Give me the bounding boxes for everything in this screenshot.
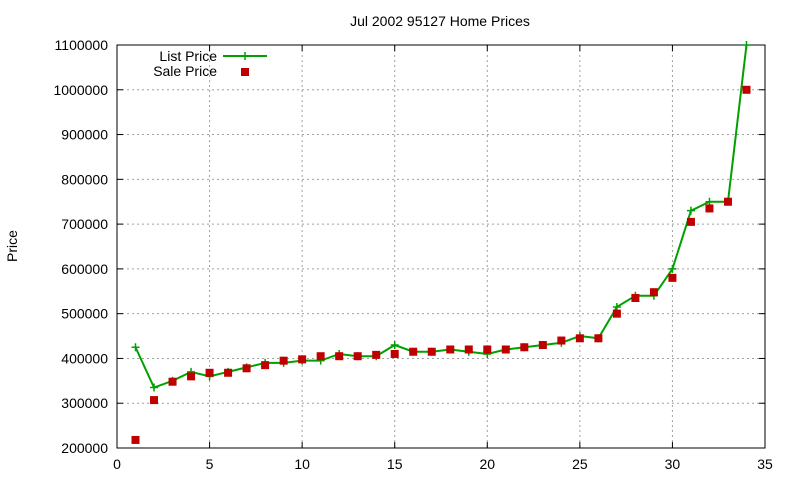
data-point [224,368,233,377]
data-point [390,349,399,358]
series-line [134,44,748,389]
data-point [335,352,344,361]
data-point [594,334,603,343]
data-point [668,273,677,282]
data-point [723,197,732,206]
grid [117,45,765,448]
y-tick-label: 900000 [61,127,108,143]
data-point [538,341,547,350]
y-tick-label: 200000 [61,440,108,456]
data-point [501,345,510,354]
plot-frame [116,44,766,449]
data-point [575,334,584,343]
y-tick-label: 1000000 [53,82,108,98]
x-tick-label: 10 [294,456,310,472]
legend-label-list-price: List Price [159,48,217,64]
data-point [353,352,362,361]
series-layer [131,41,751,444]
data-point [631,293,640,302]
y-tick-label: 1100000 [55,37,109,53]
data-point [427,347,436,356]
data-point [705,204,714,213]
data-point [409,347,418,356]
chart-title: Jul 2002 95127 Home Prices [350,13,530,29]
data-point [150,383,159,392]
data-point [483,345,492,354]
legend: List Price Sale Price [153,48,267,79]
data-point [686,206,695,215]
y-tick-label: 800000 [61,171,108,187]
y-tick-label: 400000 [61,350,108,366]
data-point [242,364,251,373]
y-tick-label: 500000 [61,306,108,322]
data-point [742,41,751,49]
data-point [686,217,695,226]
data-point [298,355,307,364]
data-point [742,85,751,94]
data-point [557,336,566,345]
data-point [612,302,621,311]
legend-label-sale-price: Sale Price [153,63,217,79]
data-point [261,361,270,370]
y-axis-label: Price [4,230,20,262]
y-tick-label: 600000 [61,261,108,277]
x-tick-label: 20 [479,456,495,472]
legend-sample-marker [241,68,249,76]
series-0 [131,41,751,392]
data-point [390,341,399,350]
axis-ticks: 0 5 10 15 20 25 30 35 200000 300000 400000 500000 60… [53,37,773,472]
x-tick-label: 15 [387,456,403,472]
data-point [649,288,658,297]
data-point [668,264,677,273]
data-point [131,435,140,444]
x-tick-label: 5 [206,456,214,472]
data-point [279,356,288,365]
data-point [612,309,621,318]
data-point [464,345,473,354]
data-point [205,368,214,377]
x-tick-label: 30 [665,456,681,472]
data-point [131,343,140,352]
data-point [520,343,529,352]
data-point [150,396,159,405]
data-point [168,377,177,386]
data-point [372,350,381,359]
y-tick-label: 300000 [61,395,108,411]
data-point [705,197,714,206]
x-tick-label: 25 [572,456,588,472]
data-point [316,352,325,361]
x-tick-label: 35 [757,456,773,472]
data-point [446,345,455,354]
data-point [187,372,196,381]
series-1 [131,85,751,444]
y-tick-label: 700000 [61,216,108,232]
x-tick-label: 0 [113,456,121,472]
legend-sample-marker [241,52,249,60]
